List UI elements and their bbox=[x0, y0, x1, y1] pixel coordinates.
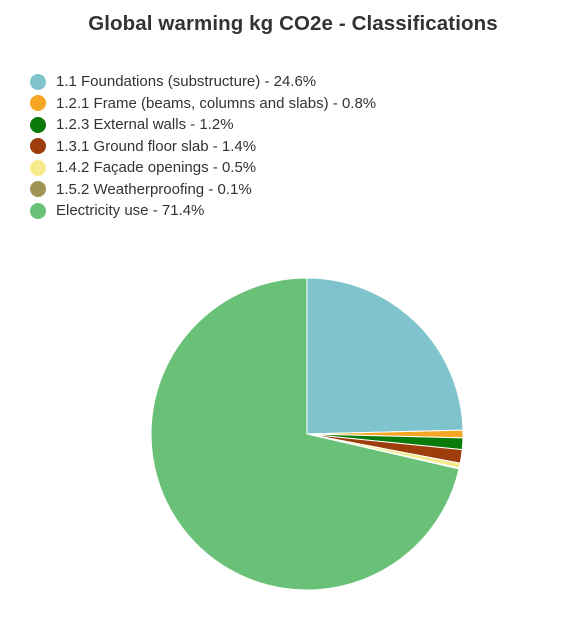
legend: 1.1 Foundations (substructure) - 24.6% 1.… bbox=[30, 71, 376, 222]
legend-swatch bbox=[30, 159, 46, 176]
legend-item[interactable]: 1.3.1 Ground floor slab - 1.4% bbox=[30, 136, 376, 158]
legend-label: 1.3.1 Ground floor slab - 1.4% bbox=[56, 137, 257, 155]
legend-item[interactable]: 1.4.2 Façade openings - 0.5% bbox=[30, 157, 376, 179]
legend-swatch bbox=[30, 138, 46, 155]
chart-title: Global warming kg CO2e - Classifications bbox=[88, 12, 498, 35]
legend-item[interactable]: 1.1 Foundations (substructure) - 24.6% bbox=[30, 71, 376, 93]
legend-label: Electricity use - 71.4% bbox=[56, 202, 205, 220]
legend-label: 1.1 Foundations (substructure) - 24.6% bbox=[56, 73, 317, 91]
legend-swatch bbox=[30, 202, 46, 219]
legend-swatch bbox=[30, 116, 46, 133]
legend-swatch bbox=[30, 73, 46, 90]
pie-slice[interactable] bbox=[306, 277, 464, 435]
pie-slice[interactable] bbox=[150, 277, 460, 591]
legend-item[interactable]: 1.2.3 External walls - 1.2% bbox=[30, 114, 376, 136]
legend-label: 1.4.2 Façade openings - 0.5% bbox=[56, 159, 257, 177]
legend-swatch bbox=[30, 181, 46, 198]
legend-label: 1.5.2 Weatherproofing - 0.1% bbox=[56, 180, 252, 198]
legend-swatch bbox=[30, 95, 46, 112]
legend-item[interactable]: Electricity use - 71.4% bbox=[30, 200, 376, 222]
legend-item[interactable]: 1.2.1 Frame (beams, columns and slabs) -… bbox=[30, 93, 376, 115]
pie-slices bbox=[150, 277, 464, 591]
legend-label: 1.2.3 External walls - 1.2% bbox=[56, 116, 234, 134]
legend-label: 1.2.1 Frame (beams, columns and slabs) -… bbox=[56, 94, 377, 112]
legend-item[interactable]: 1.5.2 Weatherproofing - 0.1% bbox=[30, 179, 376, 201]
